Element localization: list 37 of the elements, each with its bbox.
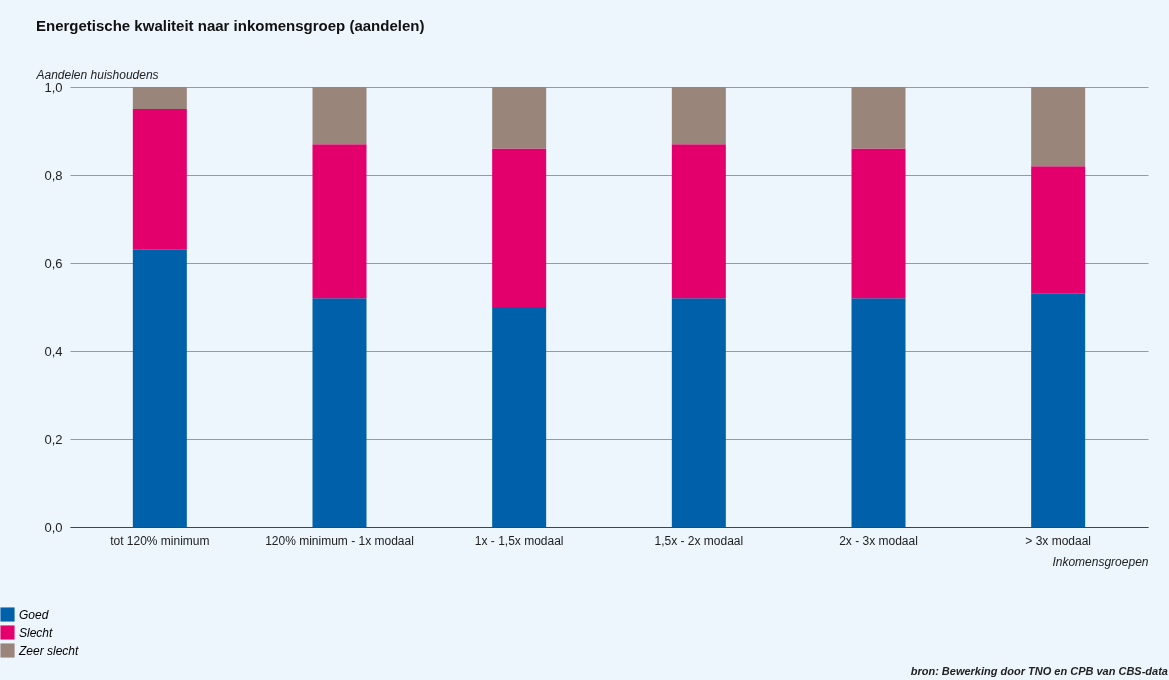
y-tick-label: 0,4	[44, 343, 63, 359]
bar	[851, 148, 906, 299]
bar	[132, 87, 187, 109]
legend-label: Zeer slecht	[18, 643, 80, 658]
bar	[492, 148, 547, 307]
bar	[851, 87, 906, 149]
legend-label: Goed	[19, 607, 49, 622]
bar	[671, 87, 726, 145]
bar	[1031, 87, 1086, 167]
x-tick-label: 1,5x - 2x modaal	[654, 533, 744, 548]
x-axis-title: Inkomensgroepen	[1052, 554, 1149, 569]
bar	[1031, 166, 1086, 294]
y-tick-label: 1,0	[44, 79, 63, 95]
y-tick-label: 0,2	[44, 431, 63, 447]
bar	[132, 109, 187, 250]
chart-title: Energetische kwaliteit naar inkomensgroep (aandelen)	[36, 17, 425, 34]
bar	[492, 87, 547, 149]
bar	[671, 144, 726, 299]
x-tick-label: 120% minimum - 1x modaal	[265, 533, 414, 548]
text: bron: Bewerking door TNO en CPB van CBS-data	[910, 665, 1168, 677]
y-axis-title: Aandelen huishoudens	[35, 67, 159, 82]
bar	[851, 298, 906, 527]
bar	[132, 249, 187, 527]
bar	[1031, 293, 1086, 527]
x-tick-label: tot 120% minimum	[110, 533, 210, 548]
y-tick-label: 0,6	[44, 255, 63, 271]
bar	[312, 87, 367, 145]
x-tick-label: 1x - 1,5x modaal	[474, 533, 564, 548]
bar	[312, 298, 367, 527]
y-tick-label: 0,0	[44, 519, 63, 535]
legend-label: Slecht	[19, 625, 54, 640]
x-tick-label: 2x - 3x modaal	[839, 533, 918, 548]
bar	[312, 144, 367, 299]
x-tick-label: > 3x modaal	[1025, 533, 1092, 548]
y-tick-label: 0,8	[44, 167, 63, 183]
bar	[671, 298, 726, 527]
bar	[492, 307, 547, 527]
